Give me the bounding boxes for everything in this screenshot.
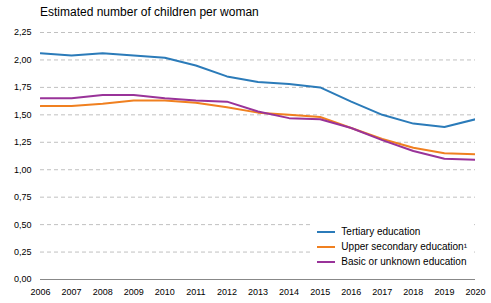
svg-text:2,25: 2,25 bbox=[14, 27, 32, 37]
html-text:Basic or unknown education: Basic or unknown education bbox=[341, 256, 467, 267]
svg-text:1,75: 1,75 bbox=[14, 82, 32, 92]
svg-text:2016: 2016 bbox=[341, 287, 361, 297]
svg-text:2015: 2015 bbox=[310, 287, 330, 297]
svg-text:0,50: 0,50 bbox=[14, 219, 32, 229]
html-text:Estimated number of children p: Estimated number of children per woman bbox=[40, 5, 259, 19]
svg-text:2011: 2011 bbox=[186, 287, 205, 297]
svg-text:2013: 2013 bbox=[248, 287, 268, 297]
svg-text:2017: 2017 bbox=[372, 287, 392, 297]
svg-text:0,25: 0,25 bbox=[14, 247, 32, 257]
svg-text:1,00: 1,00 bbox=[14, 165, 32, 175]
svg-text:2012: 2012 bbox=[217, 287, 237, 297]
svg-text:2007: 2007 bbox=[62, 287, 82, 297]
svg-text:2019: 2019 bbox=[434, 287, 454, 297]
svg-text:1,50: 1,50 bbox=[14, 110, 32, 120]
svg-text:2014: 2014 bbox=[279, 287, 299, 297]
svg-text:0,75: 0,75 bbox=[14, 192, 32, 202]
svg-text:0,00: 0,00 bbox=[14, 274, 32, 284]
svg-text:2018: 2018 bbox=[403, 287, 423, 297]
svg-text:2010: 2010 bbox=[155, 287, 175, 297]
svg-text:2020: 2020 bbox=[465, 287, 485, 297]
html-text:Upper secondary education¹: Upper secondary education¹ bbox=[341, 241, 467, 252]
svg-text:2008: 2008 bbox=[93, 287, 113, 297]
svg-text:2009: 2009 bbox=[124, 287, 144, 297]
svg-text:2006: 2006 bbox=[30, 287, 50, 297]
svg-text:2,00: 2,00 bbox=[14, 55, 32, 65]
svg-text:1,25: 1,25 bbox=[14, 137, 32, 147]
html-text:Tertiary education: Tertiary education bbox=[341, 226, 421, 237]
